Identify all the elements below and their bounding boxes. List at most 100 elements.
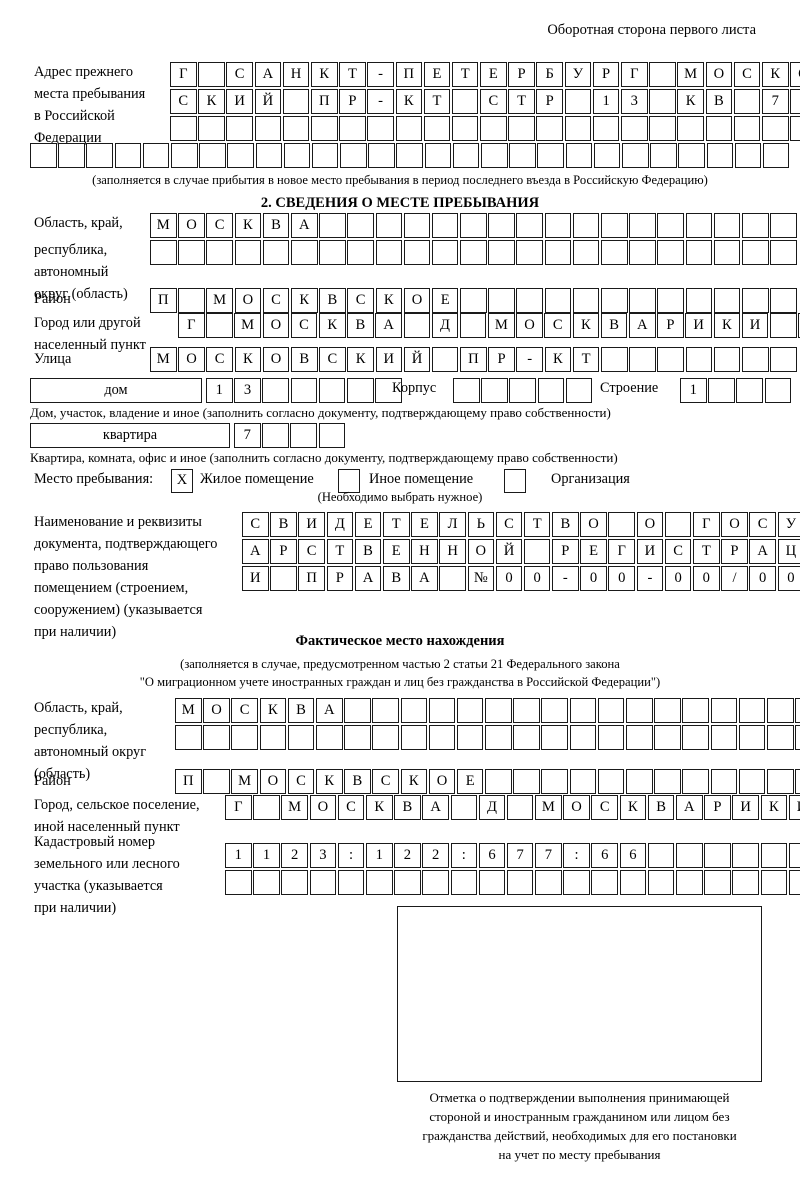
comb-cell[interactable] <box>340 143 367 168</box>
comb-cell[interactable] <box>423 116 451 141</box>
comb-cell[interactable] <box>736 378 763 403</box>
house-label-box[interactable]: дом <box>30 378 202 403</box>
comb-cell[interactable]: О <box>563 795 590 820</box>
comb-cell[interactable]: - <box>636 566 664 591</box>
comb-cell[interactable] <box>347 213 374 238</box>
comb-cell[interactable]: 0 <box>608 566 636 591</box>
comb-cell[interactable]: С <box>480 89 507 114</box>
comb-cell[interactable]: С <box>347 288 374 313</box>
comb-cell[interactable] <box>254 116 282 141</box>
comb-cell[interactable] <box>395 116 423 141</box>
comb-cell[interactable]: К <box>234 347 262 372</box>
comb-cell[interactable]: № <box>467 566 495 591</box>
comb-cell[interactable] <box>710 769 738 794</box>
comb-cell[interactable] <box>290 378 318 403</box>
comb-cell[interactable] <box>516 288 544 313</box>
comb-cell[interactable] <box>619 870 647 895</box>
comb-cell[interactable]: : <box>563 843 590 868</box>
comb-cell[interactable]: В <box>552 512 579 537</box>
comb-cell[interactable] <box>706 143 734 168</box>
comb-cell[interactable]: Й <box>495 539 523 564</box>
comb-cell[interactable]: Е <box>480 62 507 87</box>
comb-cell[interactable]: К <box>544 347 572 372</box>
comb-cell[interactable] <box>572 288 600 313</box>
comb-cell[interactable] <box>676 843 703 868</box>
comb-cell[interactable] <box>290 240 318 265</box>
comb-cell[interactable]: 6 <box>478 843 506 868</box>
comb-cell[interactable]: 1 <box>592 89 620 114</box>
comb-cell[interactable]: А <box>315 698 343 723</box>
comb-cell[interactable]: В <box>290 347 318 372</box>
comb-cell[interactable] <box>318 423 346 448</box>
comb-cell[interactable] <box>601 213 628 238</box>
comb-cell[interactable] <box>597 769 625 794</box>
comb-cell[interactable]: К <box>259 698 287 723</box>
comb-cell[interactable] <box>654 769 681 794</box>
comb-cell[interactable]: С <box>319 347 346 372</box>
comb-cell[interactable] <box>572 240 600 265</box>
comb-cell[interactable]: Р <box>270 539 297 564</box>
comb-cell[interactable] <box>685 213 713 238</box>
comb-cell[interactable] <box>428 725 456 750</box>
comb-cell[interactable] <box>732 843 759 868</box>
comb-cell[interactable] <box>453 378 480 403</box>
comb-cell[interactable] <box>678 143 705 168</box>
comb-cell[interactable]: В <box>705 89 733 114</box>
comb-cell[interactable] <box>536 116 564 141</box>
comb-cell[interactable]: С <box>206 347 233 372</box>
comb-cell[interactable]: С <box>290 313 318 338</box>
comb-cell[interactable]: К <box>347 347 374 372</box>
comb-cell[interactable] <box>564 89 592 114</box>
comb-cell[interactable]: Т <box>693 539 720 564</box>
comb-cell[interactable] <box>516 213 544 238</box>
comb-cell[interactable] <box>281 870 308 895</box>
comb-cell[interactable] <box>198 62 225 87</box>
comb-cell[interactable] <box>563 870 590 895</box>
comb-cell[interactable] <box>741 213 769 238</box>
comb-cell[interactable] <box>253 870 280 895</box>
comb-cell[interactable] <box>544 213 572 238</box>
comb-cell[interactable]: В <box>354 539 382 564</box>
comb-cell[interactable] <box>677 116 704 141</box>
comb-cell[interactable]: П <box>460 347 487 372</box>
comb-cell[interactable] <box>347 240 374 265</box>
comb-cell[interactable]: 0 <box>749 566 776 591</box>
comb-cell[interactable] <box>569 769 597 794</box>
checkbox-other-premises[interactable] <box>338 469 360 493</box>
comb-cell[interactable] <box>704 870 731 895</box>
comb-cell[interactable] <box>597 725 625 750</box>
comb-cell[interactable] <box>198 116 225 141</box>
comb-cell[interactable] <box>170 116 197 141</box>
comb-cell[interactable]: 3 <box>621 89 648 114</box>
comb-cell[interactable] <box>650 143 677 168</box>
comb-cell[interactable]: А <box>422 795 449 820</box>
comb-cell[interactable] <box>509 378 536 403</box>
comb-cell[interactable] <box>733 89 761 114</box>
comb-cell[interactable] <box>365 870 393 895</box>
comb-cell[interactable] <box>170 143 198 168</box>
comb-cell[interactable] <box>569 698 597 723</box>
comb-cell[interactable] <box>368 143 395 168</box>
comb-cell[interactable]: О <box>234 288 262 313</box>
comb-cell[interactable] <box>704 843 731 868</box>
comb-cell[interactable]: А <box>290 213 318 238</box>
comb-cell[interactable]: О <box>403 288 431 313</box>
comb-cell[interactable]: Й <box>254 89 282 114</box>
comb-cell[interactable] <box>225 870 252 895</box>
comb-cell[interactable] <box>400 725 428 750</box>
comb-cell[interactable]: 7 <box>506 843 534 868</box>
comb-cell[interactable]: В <box>287 698 315 723</box>
comb-cell[interactable] <box>761 116 789 141</box>
comb-cell[interactable]: Е <box>423 62 451 87</box>
comb-cell[interactable] <box>713 347 741 372</box>
comb-cell[interactable]: 6 <box>591 843 619 868</box>
comb-cell[interactable]: С <box>733 62 761 87</box>
comb-cell[interactable] <box>769 313 797 338</box>
comb-cell[interactable] <box>541 725 569 750</box>
comb-cell[interactable] <box>178 288 205 313</box>
comb-cell[interactable] <box>396 143 424 168</box>
flat-label-box[interactable]: квартира <box>30 423 230 448</box>
comb-cell[interactable] <box>565 378 593 403</box>
comb-cell[interactable] <box>621 143 649 168</box>
